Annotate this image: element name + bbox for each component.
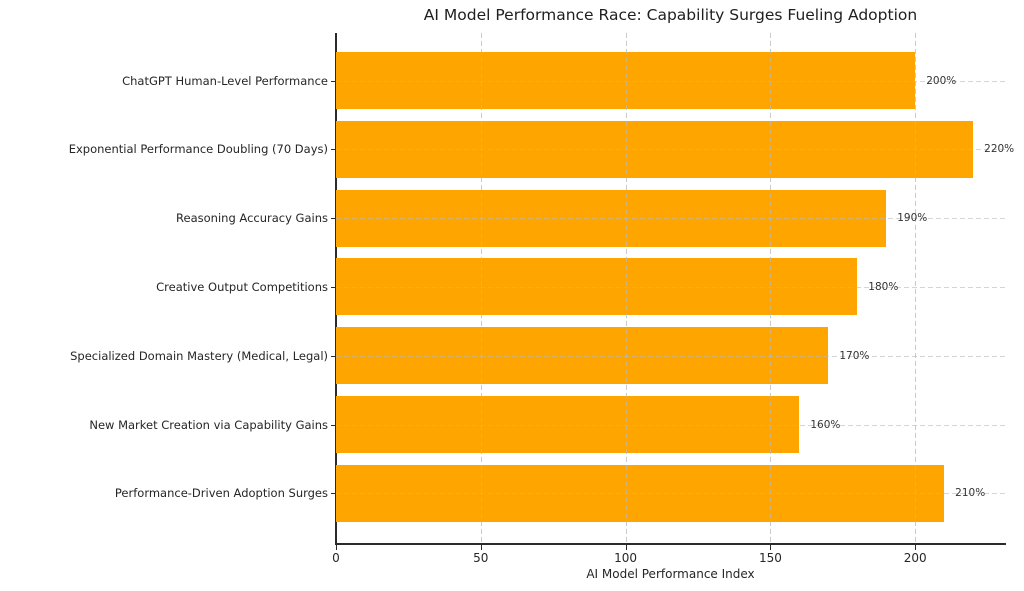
bar-value-label: 180% [868,280,899,293]
x-axis-spine [335,543,1006,545]
category-label: Performance-Driven Adoption Surges [114,486,328,501]
category-label: Creative Output Competitions [156,279,328,294]
bar-value-label: 160% [810,418,841,431]
horizontal-gridline [336,424,1005,426]
x-tick-label: 150 [758,551,782,565]
horizontal-gridline [336,493,1005,495]
y-tick-mark [331,424,336,426]
x-tick-mark [915,545,917,550]
bar-value-label: 210% [955,487,986,500]
bar-value-label: 190% [897,212,928,225]
bar-value-label: 170% [839,349,870,362]
horizontal-gridline [336,149,1005,151]
y-axis-spine [335,33,337,544]
x-tick-mark [625,545,627,550]
horizontal-gridline [336,218,1005,220]
x-tick-label: 100 [614,551,638,565]
x-tick-label: 200 [903,551,927,565]
horizontal-gridline [336,286,1005,288]
vertical-gridline [770,33,772,544]
category-label: Specialized Domain Mastery (Medical, Leg… [70,348,328,363]
category-label: ChatGPT Human-Level Performance [122,73,328,88]
x-axis-title: AI Model Performance Index [586,567,755,581]
plot-area: 200% 220% 190% 180% 170% 160% 210% [335,33,1014,545]
bar-value-label: 220% [984,143,1015,156]
x-tick-mark [480,545,482,550]
x-tick-mark [336,545,337,550]
horizontal-gridline [336,355,1005,357]
category-label: New Market Creation via Capability Gains [89,417,328,432]
y-tick-mark [331,286,336,288]
bar-value-label: 200% [926,74,957,87]
chart-title: AI Model Performance Race: Capability Su… [423,6,918,24]
vertical-gridline [480,33,482,544]
horizontal-gridline [336,80,1005,82]
vertical-gridline [915,33,917,544]
x-tick-label: 0 [332,551,340,565]
vertical-gridline [625,33,627,544]
category-label: Exponential Performance Doubling (70 Day… [68,142,328,157]
y-tick-mark [331,149,336,151]
category-label: Reasoning Accuracy Gains [176,211,328,226]
y-tick-mark [331,80,336,82]
y-tick-mark [331,355,336,357]
y-tick-mark [331,493,336,495]
x-tick-label: 50 [473,551,489,565]
x-tick-mark [770,545,772,550]
y-tick-mark [331,218,336,220]
